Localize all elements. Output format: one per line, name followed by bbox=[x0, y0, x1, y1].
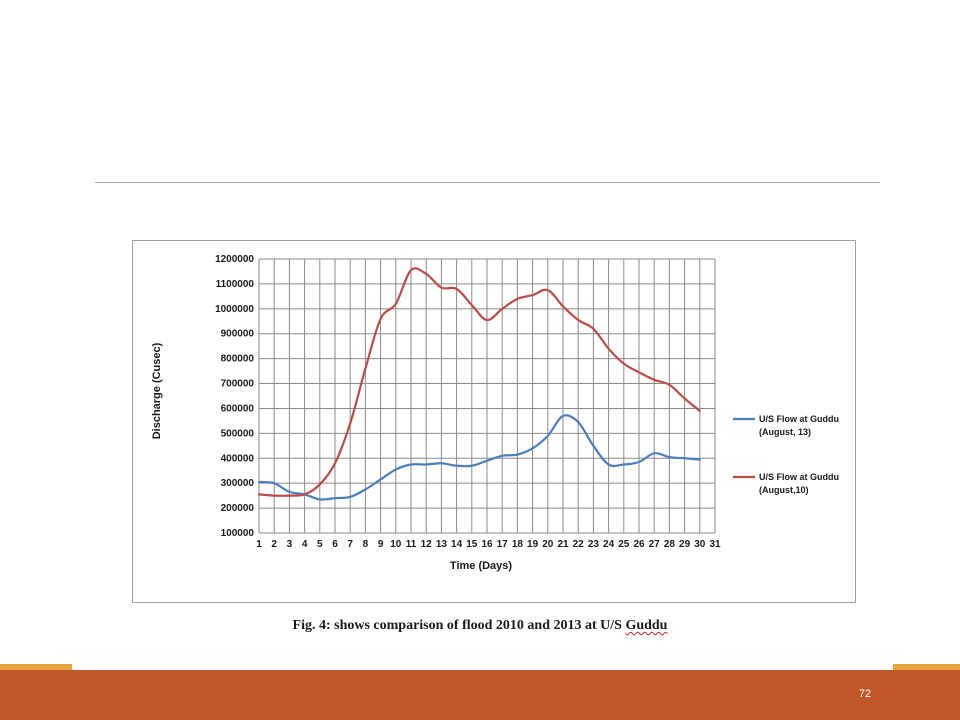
x-tick-label: 25 bbox=[618, 539, 630, 550]
y-tick-labels: 1200000 1100000 1000000 900000 800000 700000 6… bbox=[215, 254, 254, 539]
page-number: 72 bbox=[858, 688, 872, 700]
x-tick-label: 5 bbox=[317, 539, 323, 550]
y-tick-label: 900000 bbox=[221, 329, 255, 340]
figure-caption: Fig. 4: shows comparison of flood 2010 a… bbox=[0, 618, 960, 634]
x-tick-label: 8 bbox=[363, 539, 369, 550]
x-tick-label: 17 bbox=[497, 539, 509, 550]
x-axis-title: Time (Days) bbox=[450, 560, 512, 572]
x-tick-label: 23 bbox=[588, 539, 600, 550]
x-tick-label: 1 bbox=[256, 539, 262, 550]
y-tick-label: 200000 bbox=[221, 503, 255, 514]
x-tick-label: 4 bbox=[302, 539, 308, 550]
x-tick-labels: 1 2 3 4 5 6 7 8 9 10 11 12 13 14 15 16 17 18 19 20 21 22 23 24 2… bbox=[256, 539, 721, 550]
x-tick-label: 9 bbox=[378, 539, 384, 550]
y-tick-label: 100000 bbox=[221, 528, 255, 539]
x-tick-label: 31 bbox=[709, 539, 721, 550]
chart-frame: 1200000 1100000 1000000 900000 800000 700000 6… bbox=[132, 240, 856, 603]
x-tick-label: 26 bbox=[633, 539, 645, 550]
x-tick-label: 6 bbox=[332, 539, 338, 550]
y-tick-label: 400000 bbox=[221, 453, 255, 464]
footer-accent-left bbox=[0, 664, 72, 670]
x-tick-label: 11 bbox=[406, 539, 417, 550]
footer-accent-right bbox=[893, 664, 960, 670]
legend-label-1: U/S Flow at Guddu bbox=[759, 414, 839, 424]
x-tick-label: 18 bbox=[512, 539, 524, 550]
series-lines bbox=[257, 267, 701, 501]
legend: U/S Flow at Guddu (August, 13) U/S Flow at… bbox=[733, 414, 839, 495]
x-tick-label: 10 bbox=[390, 539, 402, 550]
x-tick-label: 16 bbox=[481, 539, 493, 550]
series-line-1 bbox=[257, 414, 701, 501]
y-axis-title: Discharge (Cusec) bbox=[151, 342, 163, 439]
y-tick-label: 500000 bbox=[221, 428, 255, 439]
footer-bar bbox=[0, 670, 960, 720]
x-tick-label: 29 bbox=[679, 539, 691, 550]
caption-place-name: Guddu bbox=[625, 618, 668, 633]
y-tick-label: 1100000 bbox=[216, 279, 255, 290]
y-tick-label: 700000 bbox=[221, 379, 255, 390]
x-tick-label: 14 bbox=[451, 539, 463, 550]
legend-label-2: U/S Flow at Guddu bbox=[759, 472, 839, 482]
x-tick-label: 20 bbox=[542, 539, 554, 550]
grid bbox=[258, 258, 716, 534]
legend-label-1: (August, 13) bbox=[759, 427, 811, 437]
x-tick-label: 12 bbox=[421, 539, 433, 550]
x-tick-label: 15 bbox=[466, 539, 478, 550]
x-tick-label: 27 bbox=[649, 539, 661, 550]
x-tick-label: 21 bbox=[557, 539, 569, 550]
y-tick-label: 1200000 bbox=[215, 254, 254, 265]
caption-text: Fig. 4: shows comparison of flood 2010 a… bbox=[292, 618, 626, 633]
x-tick-label: 19 bbox=[527, 539, 539, 550]
discharge-chart: 1200000110000010000009000008000007000006… bbox=[151, 254, 839, 572]
x-tick-label: 30 bbox=[694, 539, 706, 550]
x-tick-label: 22 bbox=[573, 539, 585, 550]
x-tick-label: 24 bbox=[603, 539, 615, 550]
legend-label-2: (August,10) bbox=[759, 485, 809, 495]
title-divider bbox=[95, 182, 880, 183]
series-line-2 bbox=[257, 267, 701, 497]
y-tick-label: 600000 bbox=[221, 403, 255, 414]
y-tick-label: 300000 bbox=[221, 478, 255, 489]
y-tick-label: 800000 bbox=[221, 354, 255, 365]
y-tick-label: 1000000 bbox=[215, 304, 254, 315]
x-tick-label: 13 bbox=[436, 539, 448, 550]
x-tick-label: 28 bbox=[664, 539, 676, 550]
x-tick-label: 2 bbox=[271, 539, 277, 550]
x-tick-label: 3 bbox=[287, 539, 293, 550]
x-tick-label: 7 bbox=[347, 539, 353, 550]
